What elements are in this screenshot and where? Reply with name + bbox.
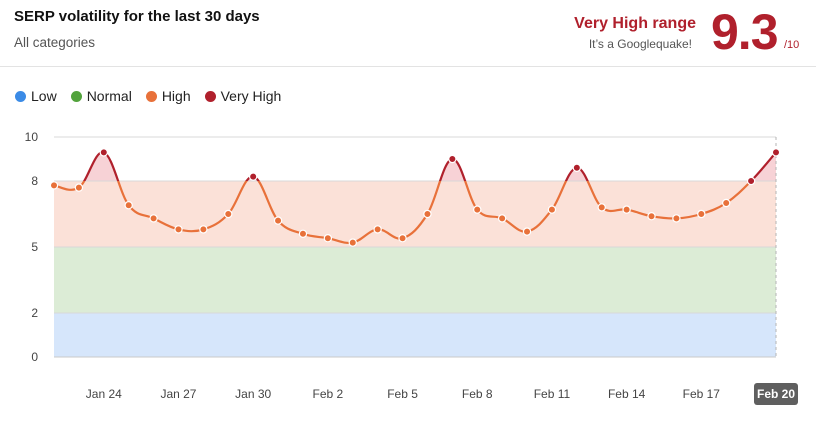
legend-label: Normal (86, 88, 132, 104)
data-point (298, 229, 308, 238)
category-selector[interactable]: All categories (14, 35, 96, 50)
data-point (273, 216, 283, 225)
data-point (199, 225, 208, 234)
x-tick-label: Feb 2 (313, 387, 344, 401)
x-tick-label: Jan 30 (235, 387, 271, 401)
data-point (348, 238, 357, 247)
band-low (54, 313, 776, 357)
x-tick-label: Feb 14 (608, 387, 646, 401)
data-point (722, 198, 731, 208)
data-point (448, 154, 457, 164)
data-point (597, 203, 606, 212)
y-tick-label: 5 (31, 240, 38, 254)
data-point (647, 211, 656, 221)
score-max: /10 (784, 39, 800, 51)
data-point (622, 205, 631, 214)
y-tick-label: 0 (31, 350, 38, 364)
legend-label: High (161, 88, 191, 104)
data-point (697, 209, 706, 219)
data-point (99, 148, 108, 157)
header: SERP volatility for the last 30 days All… (0, 0, 816, 67)
area-high (54, 181, 776, 247)
range-note: It’s a Googlequake! (588, 37, 692, 51)
data-point (473, 205, 482, 214)
data-point (771, 148, 781, 157)
legend-dot (204, 90, 216, 102)
chart-title: SERP volatility for the last 30 days (14, 8, 260, 25)
data-point (398, 233, 407, 243)
data-point (373, 225, 382, 234)
volatility-score: 9.3 (711, 4, 779, 60)
legend-item-low[interactable]: Low (15, 88, 57, 104)
range-label: Very High range (574, 15, 696, 32)
last-date-badge (754, 383, 798, 405)
legend-item-high[interactable]: High (145, 88, 191, 104)
legend-dot (15, 90, 26, 102)
data-point (49, 181, 59, 190)
data-point (248, 172, 258, 181)
y-tick-label: 8 (31, 174, 38, 188)
x-tick-label: Feb 8 (462, 387, 493, 401)
data-point (672, 214, 681, 223)
data-point (423, 209, 432, 219)
data-point (174, 225, 183, 234)
legend-dot (145, 90, 157, 102)
data-point (149, 214, 158, 223)
last-date-label: Feb 20 (757, 387, 795, 401)
data-point (547, 205, 557, 214)
data-point (497, 214, 507, 223)
data-point (323, 233, 333, 243)
x-tick-label: Feb 11 (534, 387, 571, 401)
y-tick-label: 10 (25, 130, 39, 144)
data-point (572, 163, 582, 172)
legend-item-very-high[interactable]: Very High (204, 88, 282, 104)
x-tick-label: Jan 27 (160, 387, 196, 401)
x-tick-label: Feb 5 (387, 387, 418, 401)
data-point (124, 200, 133, 210)
data-point (74, 183, 84, 192)
y-tick-label: 2 (31, 306, 38, 320)
data-point (522, 227, 532, 236)
data-point (746, 176, 756, 186)
data-point (224, 209, 233, 219)
legend-label: Very High (220, 88, 282, 104)
band-normal (54, 247, 776, 313)
x-tick-label: Feb 17 (683, 387, 721, 401)
x-tick-label: Jan 24 (86, 387, 122, 401)
legend: Low Normal High Very High (15, 88, 281, 104)
legend-label: Low (31, 88, 57, 104)
legend-item-normal[interactable]: Normal (70, 88, 132, 104)
legend-dot (70, 90, 82, 102)
